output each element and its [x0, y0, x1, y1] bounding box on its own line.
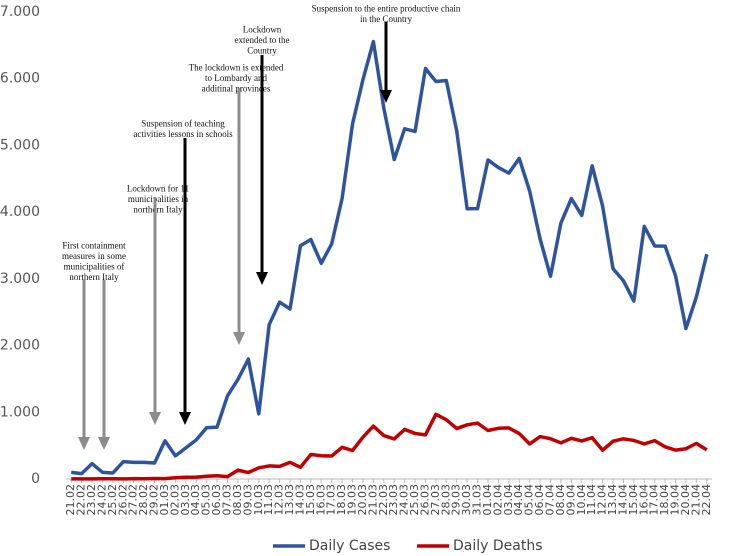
annotation-text: municipalities of — [64, 261, 125, 271]
annotation-text: Lockdown for 11 — [127, 183, 189, 193]
x-tick-label: 03.03 — [179, 484, 192, 516]
x-tick-label: 15.04 — [627, 484, 640, 516]
x-tick-label: 04.04 — [512, 484, 525, 516]
x-tick-label: 29.03 — [450, 484, 463, 516]
x-tick-label: 14.04 — [616, 484, 629, 516]
x-tick-label: 24.02 — [95, 484, 108, 516]
x-tick-label: 23.02 — [85, 484, 98, 516]
annotation-text: municipalities in — [128, 194, 189, 204]
x-tick-label: 27.03 — [429, 484, 442, 516]
annotation-text: The lockdown is extended — [189, 62, 284, 72]
x-tick-label: 09.03 — [241, 484, 254, 516]
y-tick-label: 1.000 — [0, 404, 40, 420]
x-tick-label: 21.04 — [689, 484, 702, 516]
annotation-text: First containment — [62, 240, 126, 250]
series-line — [70, 39, 709, 476]
series-line — [71, 412, 708, 481]
x-tick-label: 01.03 — [158, 484, 171, 516]
x-tick-label: 08.04 — [554, 484, 567, 516]
annotation-text: northern Italy — [133, 204, 183, 214]
x-tick-label: 25.03 — [408, 484, 421, 516]
annotation-text: measures in some — [62, 251, 126, 261]
x-tick-label: 21.02 — [64, 484, 77, 516]
x-tick-label: 13.04 — [606, 484, 619, 516]
arrow-head — [98, 437, 110, 450]
x-tick-label: 11.04 — [585, 484, 598, 516]
y-tick-label: 6.000 — [0, 71, 40, 87]
x-tick-label: 13.03 — [283, 484, 296, 516]
annotation-text: Country — [247, 45, 277, 55]
x-tick-label: 30.03 — [460, 484, 473, 516]
arrow-head — [233, 332, 245, 345]
x-tick-label: 22.04 — [700, 484, 713, 516]
x-tick-label: 16.03 — [314, 484, 327, 516]
x-tick-label: 22.03 — [377, 484, 390, 516]
x-tick-label: 09.04 — [564, 484, 577, 516]
x-tick-label: 04.03 — [189, 484, 202, 516]
legend-label: Daily Cases — [309, 538, 390, 554]
annotation-text: Lockdown — [243, 24, 282, 34]
x-tick-label: 06.03 — [210, 484, 223, 516]
x-tick-label: 10.04 — [575, 484, 588, 516]
x-tick-label: 21.03 — [366, 484, 379, 516]
annotation-text: additinal provinces — [202, 83, 271, 93]
arrow-head — [380, 90, 392, 103]
y-tick-label: 7.000 — [0, 4, 40, 20]
x-tick-label: 14.03 — [293, 484, 306, 516]
x-tick-label: 15.03 — [304, 484, 317, 516]
y-tick-label: 0 — [31, 471, 40, 487]
x-tick-label: 18.04 — [658, 484, 671, 516]
x-tick-label: 20.03 — [356, 484, 369, 516]
legend-label: Daily Deaths — [453, 538, 543, 554]
x-tick-label: 27.02 — [127, 484, 140, 516]
x-tick-label: 19.03 — [346, 484, 359, 516]
annotation-text: to Lombardy and — [205, 73, 267, 83]
x-tick-label: 28.02 — [137, 484, 150, 516]
x-tick-label: 05.03 — [200, 484, 213, 516]
x-tick-label: 11.03 — [262, 484, 275, 516]
x-tick-label: 12.04 — [596, 484, 609, 516]
x-tick-label: 16.04 — [637, 484, 650, 516]
x-tick-label: 17.04 — [648, 484, 661, 516]
x-tick-label: 17.03 — [325, 484, 338, 516]
x-tick-label: 25.02 — [106, 484, 119, 516]
x-tick-label: 07.04 — [544, 484, 557, 516]
x-tick-label: 28.03 — [439, 484, 452, 516]
x-tick-label: 31.03 — [471, 484, 484, 516]
x-tick-label: 20.04 — [679, 484, 692, 516]
y-tick-label: 3.000 — [0, 271, 40, 287]
arrow-head — [78, 437, 90, 450]
y-tick-label: 5.000 — [0, 137, 40, 153]
x-tick-label: 01.04 — [481, 484, 494, 515]
x-tick-label: 29.02 — [148, 484, 161, 516]
x-tick-label: 02.04 — [491, 484, 504, 516]
x-tick-label: 07.03 — [221, 484, 234, 516]
x-tick-label: 18.03 — [335, 484, 348, 516]
x-tick-label: 08.03 — [231, 484, 244, 516]
annotation-text: activities lessons in schools — [133, 129, 233, 139]
y-tick-label: 2.000 — [0, 338, 40, 354]
y-tick-label: 4.000 — [0, 204, 40, 220]
x-tick-label: 24.03 — [398, 484, 411, 516]
annotation-text: in the Country — [360, 14, 412, 24]
x-tick-label: 05.04 — [523, 484, 536, 516]
x-tick-label: 02.03 — [168, 484, 181, 516]
x-tick-label: 03.04 — [502, 484, 515, 516]
annotation-text: northern Italy — [69, 272, 119, 282]
x-tick-label: 26.03 — [418, 484, 431, 516]
annotation-text: Suspension to the entire productive chai… — [312, 3, 461, 13]
arrow-head — [256, 272, 268, 285]
annotation-text: Suspension of teaching — [141, 118, 225, 128]
arrow-head — [149, 412, 161, 425]
x-tick-label: 26.02 — [116, 484, 129, 516]
x-tick-label: 10.03 — [252, 484, 265, 516]
arrow-head — [179, 412, 191, 425]
x-tick-label: 22.02 — [75, 484, 88, 516]
annotation-text: extended to the — [235, 35, 290, 45]
x-tick-label: 23.03 — [387, 484, 400, 516]
x-tick-label: 06.04 — [533, 484, 546, 516]
x-tick-label: 19.04 — [669, 484, 682, 516]
x-tick-label: 12.03 — [273, 484, 286, 516]
